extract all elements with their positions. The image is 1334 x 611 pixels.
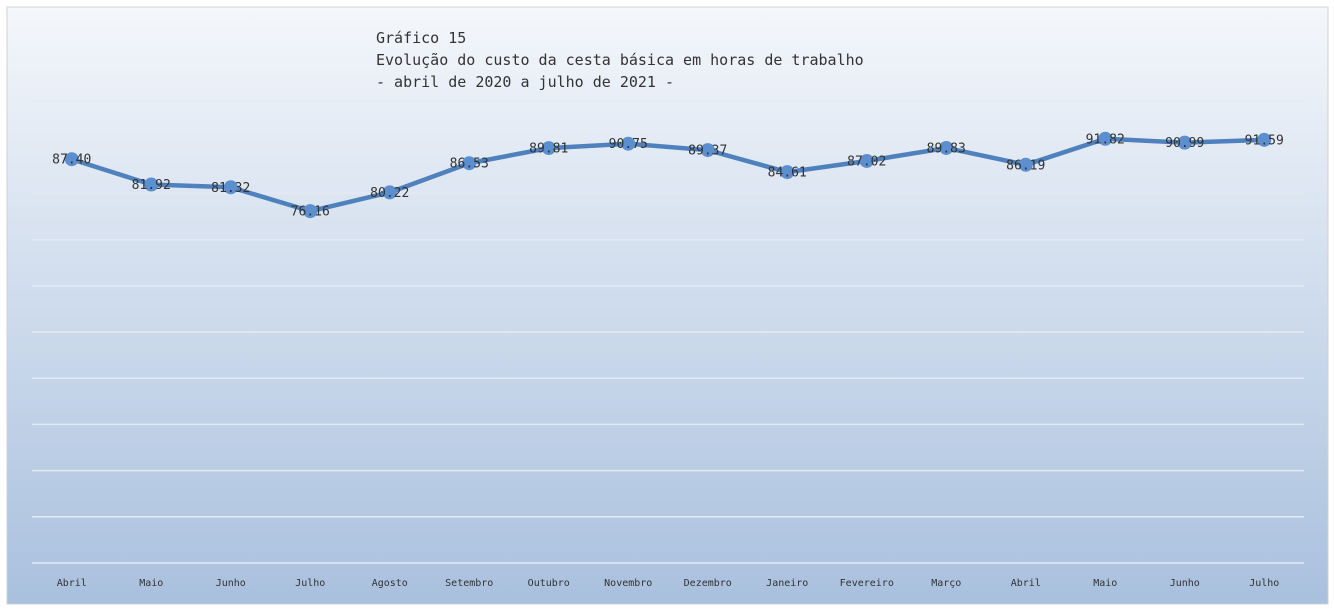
chart-subtitle: - abril de 2020 a julho de 2021 - <box>376 73 674 91</box>
marker <box>223 180 238 195</box>
x-tick-label: Abril <box>1011 578 1041 589</box>
x-tick-label: Julho <box>295 578 325 589</box>
x-tick-label: Setembro <box>445 578 493 589</box>
marker <box>541 141 556 156</box>
data-label: 89.37 <box>688 144 727 159</box>
data-label: 87.40 <box>52 153 91 168</box>
x-tick-label: Dezembro <box>684 578 732 589</box>
data-label: 87.02 <box>847 154 886 169</box>
data-label: 86.19 <box>1006 158 1045 173</box>
line <box>71 136 1265 214</box>
x-tick-label: Janeiro <box>766 578 808 589</box>
marker <box>780 165 795 180</box>
marker <box>1257 132 1272 147</box>
x-tick-label: Maio <box>1093 578 1117 589</box>
marker <box>859 153 874 168</box>
x-tick-label: Outubro <box>528 578 570 589</box>
x-tick-label: Março <box>931 578 961 589</box>
x-tick-label: Junho <box>216 578 246 589</box>
x-tick-label: Julho <box>1249 578 1279 589</box>
data-label: 90.99 <box>1165 136 1204 151</box>
chart-title: Gráfico 15 <box>376 29 466 47</box>
data-label: 91.82 <box>1086 132 1125 147</box>
marker <box>462 156 477 171</box>
x-tick-label: Novembro <box>604 578 652 589</box>
data-label: 89.83 <box>927 141 966 156</box>
x-tick-label: Fevereiro <box>840 578 894 589</box>
marker <box>939 140 954 155</box>
data-label: 81.92 <box>132 178 171 193</box>
data-label: 90.75 <box>609 137 648 152</box>
x-tick-label: Junho <box>1170 578 1200 589</box>
data-label: 86.53 <box>450 157 489 172</box>
marker <box>144 177 159 192</box>
chart-background <box>6 6 1329 605</box>
data-label: 80.22 <box>370 186 409 201</box>
x-tick-label: Maio <box>139 578 163 589</box>
data-label: 89.81 <box>529 142 568 157</box>
data-label: 81.32 <box>211 181 250 196</box>
chart-subtitle: Evolução do custo da cesta básica em hor… <box>376 51 864 69</box>
marker <box>64 152 79 167</box>
data-label: 76.16 <box>291 205 330 220</box>
marker <box>382 185 397 200</box>
marker <box>1018 157 1033 172</box>
data-label: 84.61 <box>768 166 807 181</box>
x-tick-label: Abril <box>57 578 87 589</box>
marker <box>1098 131 1113 146</box>
marker <box>700 143 715 158</box>
x-tick-label: Agosto <box>372 578 408 589</box>
marker <box>303 204 318 219</box>
data-label: 91.59 <box>1245 133 1284 148</box>
marker <box>621 136 636 151</box>
marker <box>1177 135 1192 150</box>
